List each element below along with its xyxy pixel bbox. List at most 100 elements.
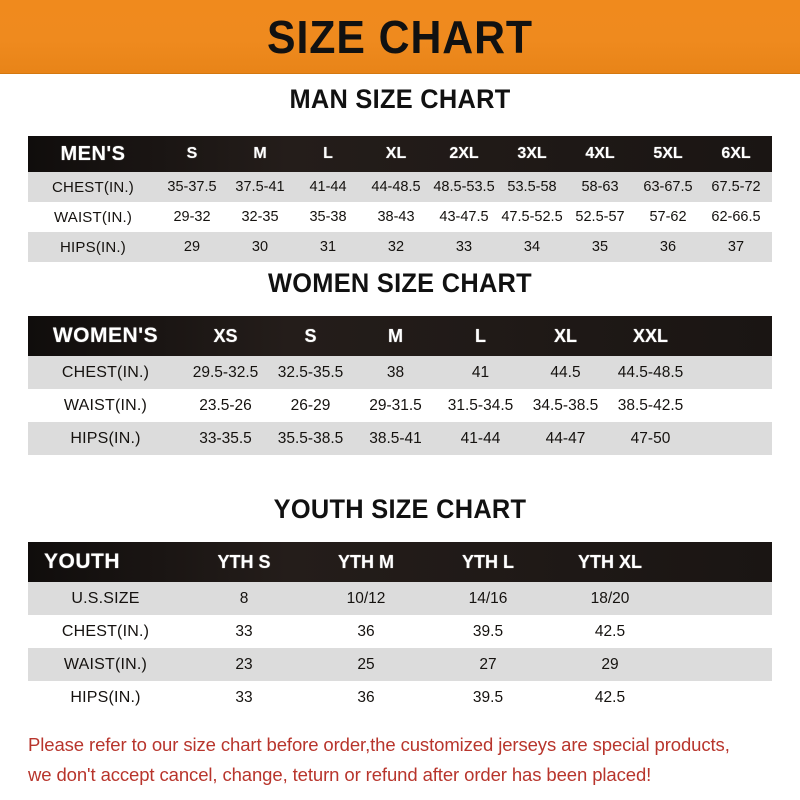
man-row-label: WAIST(IN.): [53, 208, 133, 226]
table-cell: 42.5: [594, 622, 626, 640]
women-row-label-header: WOMEN'S: [52, 324, 159, 347]
table-cell: 27: [479, 655, 497, 673]
table-row: WAIST(IN.) 29-32 32-35 35-38 38-43 43-47.5 47.…: [28, 202, 772, 232]
women-row-label: HIPS(IN.): [70, 429, 141, 447]
man-column-header-7: 4XL: [585, 145, 615, 162]
table-header-row: WOMEN'S XS S M L XL XXL: [28, 316, 772, 356]
table-cell: 35.5-38.5: [277, 429, 344, 447]
man-column-header-9: 6XL: [721, 145, 751, 162]
table-cell: 39.5: [472, 622, 504, 640]
table-cell: 47-50: [630, 429, 671, 447]
man-column-header-filler: [770, 136, 772, 172]
table-cell: 14/16: [468, 589, 508, 607]
table-cell: 8: [239, 589, 249, 607]
footer-note: Please refer to our size chart before or…: [28, 730, 776, 790]
footer-note-line-1: Please refer to our size chart before or…: [28, 734, 730, 755]
man-column-header-5: 2XL: [449, 145, 479, 162]
youth-column-header-2: YTH M: [338, 551, 394, 572]
table-cell: 41: [471, 363, 490, 381]
table-cell: 37.5-41: [235, 179, 285, 195]
youth-column-header-1: YTH S: [217, 551, 271, 572]
table-cell-filler: [693, 422, 772, 455]
table-cell: 30: [251, 239, 269, 255]
table-cell: 32-35: [241, 209, 279, 225]
table-cell: 67.5-72: [711, 179, 761, 195]
table-cell: 62-66.5: [711, 209, 761, 225]
table-cell: 43-47.5: [439, 209, 489, 225]
youth-row-label: U.S.SIZE: [71, 589, 140, 607]
table-cell: 29: [601, 655, 619, 673]
table-cell-filler: [770, 232, 772, 262]
table-cell: 38.5-42.5: [617, 396, 684, 414]
table-cell: 44-47: [545, 429, 586, 447]
table-cell: 29.5-32.5: [192, 363, 259, 381]
table-cell: 33: [455, 239, 473, 255]
table-row: HIPS(IN.) 33-35.5 35.5-38.5 38.5-41 41-44 44-…: [28, 422, 772, 455]
table-cell: 31.5-34.5: [447, 396, 514, 414]
table-row: CHEST(IN.) 33 36 39.5 42.5: [28, 615, 772, 648]
table-cell: 29-31.5: [369, 396, 422, 414]
table-cell: 35: [591, 239, 609, 255]
women-row-label: WAIST(IN.): [63, 396, 148, 414]
table-cell: 36: [659, 239, 677, 255]
man-column-header-4: XL: [385, 145, 407, 162]
youth-size-table: YOUTH YTH S YTH M YTH L YTH XL U.S.SIZE 8 10/…: [28, 542, 772, 714]
man-section-title: MAN SIZE CHART: [289, 84, 511, 114]
man-column-header-8: 5XL: [653, 145, 683, 162]
women-size-table: WOMEN'S XS S M L XL XXL CHEST(IN.) 29.5-32.5 32…: [28, 316, 772, 455]
table-cell: 57-62: [649, 209, 687, 225]
table-row: CHEST(IN.) 35-37.5 37.5-41 41-44 44-48.5 48.5…: [28, 172, 772, 202]
table-row: WAIST(IN.) 23.5-26 26-29 29-31.5 31.5-34.5 34…: [28, 389, 772, 422]
table-row: CHEST(IN.) 29.5-32.5 32.5-35.5 38 41 44.5 44.5…: [28, 356, 772, 389]
table-cell: 44.5: [550, 363, 581, 381]
table-header-row: YOUTH YTH S YTH M YTH L YTH XL: [28, 542, 772, 582]
men-row-label-header: MEN'S: [60, 142, 126, 165]
page-title: SIZE CHART: [267, 10, 533, 63]
table-cell: 53.5-58: [507, 179, 557, 195]
footer-note-line-2: we don't accept cancel, change, teturn o…: [28, 764, 652, 785]
table-cell: 44-48.5: [371, 179, 421, 195]
women-column-header-1: XS: [213, 325, 238, 346]
table-row: U.S.SIZE 8 10/12 14/16 18/20: [28, 582, 772, 615]
table-cell: 31: [319, 239, 337, 255]
page-banner: SIZE CHART: [0, 0, 800, 73]
women-row-label: CHEST(IN.): [61, 363, 150, 381]
man-column-header-3: L: [323, 145, 333, 162]
women-column-header-5: XL: [553, 325, 577, 346]
table-cell-filler: [671, 582, 772, 615]
man-column-header-1: S: [186, 145, 198, 162]
table-cell-filler: [693, 389, 772, 422]
table-cell: 48.5-53.5: [433, 179, 495, 195]
table-cell: 44.5-48.5: [617, 363, 684, 381]
table-cell: 41-44: [309, 179, 347, 195]
table-cell: 23.5-26: [199, 396, 252, 414]
table-cell-filler: [671, 615, 772, 648]
table-cell: 42.5: [594, 688, 626, 706]
women-column-header-3: M: [388, 325, 403, 346]
table-cell: 47.5-52.5: [501, 209, 563, 225]
table-cell: 36: [357, 622, 375, 640]
table-row: HIPS(IN.) 29 30 31 32 33 34 35 36 37: [28, 232, 772, 262]
table-cell: 63-67.5: [643, 179, 693, 195]
table-cell: 34: [523, 239, 541, 255]
table-cell: 58-63: [581, 179, 619, 195]
women-section-title: WOMEN SIZE CHART: [268, 268, 532, 298]
table-cell: 38-43: [377, 209, 415, 225]
table-cell: 41-44: [460, 429, 501, 447]
youth-row-label: HIPS(IN.): [70, 688, 141, 706]
table-cell: 23: [235, 655, 253, 673]
table-cell-filler: [770, 202, 772, 232]
table-cell: 36: [357, 688, 375, 706]
table-cell: 37: [727, 239, 745, 255]
table-cell: 52.5-57: [575, 209, 625, 225]
youth-row-label-header: YOUTH: [44, 550, 120, 573]
table-cell-filler: [770, 172, 772, 202]
youth-column-header-filler: [671, 542, 772, 582]
man-row-label: CHEST(IN.): [52, 178, 134, 196]
table-cell: 18/20: [590, 589, 630, 607]
table-cell: 32: [387, 239, 405, 255]
table-cell: 33-35.5: [199, 429, 252, 447]
table-cell: 38: [386, 363, 405, 381]
youth-row-label: CHEST(IN.): [61, 622, 150, 640]
table-cell: 34.5-38.5: [532, 396, 599, 414]
